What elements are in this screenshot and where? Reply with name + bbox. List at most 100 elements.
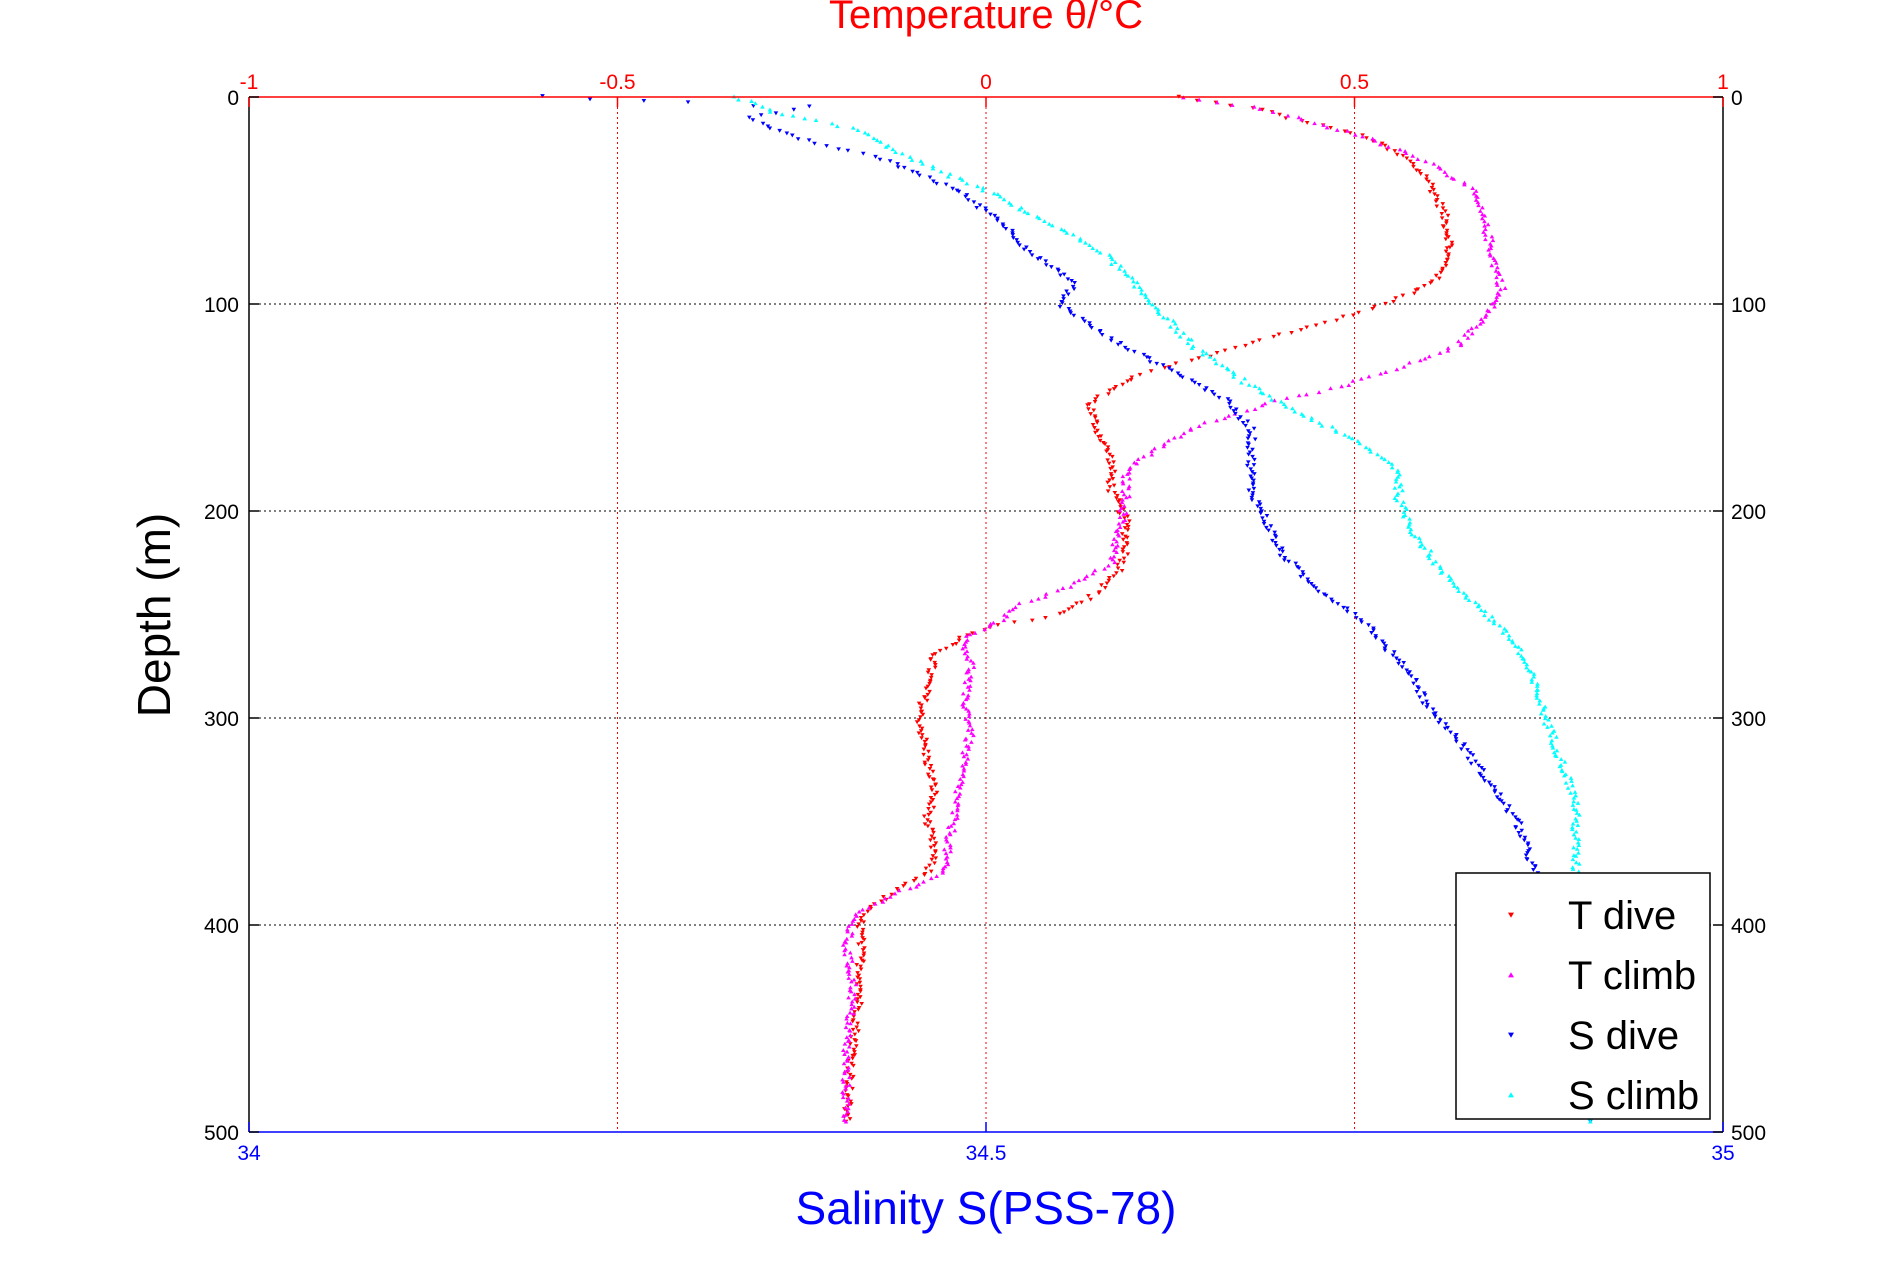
- data-point: [963, 194, 968, 199]
- data-point: [1378, 371, 1384, 376]
- data-point: [1510, 640, 1516, 645]
- data-point: [917, 173, 922, 178]
- data-point: [1107, 478, 1112, 483]
- data-point: [1257, 386, 1262, 391]
- data-point: [1261, 521, 1267, 526]
- data-point: [1116, 521, 1122, 526]
- data-point: [1386, 460, 1392, 465]
- data-point: [1536, 701, 1542, 706]
- data-point: [1396, 658, 1402, 663]
- data-point: [1444, 246, 1450, 251]
- data-point: [1571, 832, 1577, 837]
- data-point: [1444, 219, 1449, 224]
- data-point: [932, 665, 938, 670]
- data-point: [1202, 388, 1208, 393]
- data-point: [1260, 516, 1265, 521]
- data-point: [1004, 614, 1010, 619]
- data-point: [1104, 581, 1110, 586]
- data-point: [1204, 386, 1209, 391]
- data-point: [1093, 430, 1098, 435]
- data-point: [1114, 571, 1119, 576]
- data-point: [930, 653, 935, 658]
- data-point: [1408, 674, 1414, 679]
- data-point: [924, 737, 930, 742]
- data-point: [1110, 476, 1116, 481]
- data-point: [923, 744, 928, 749]
- data-point: [971, 733, 976, 738]
- data-point: [1513, 644, 1518, 648]
- data-point: [1513, 825, 1519, 830]
- data-point: [1251, 426, 1257, 431]
- bottom-tick-label: 35: [1711, 1142, 1734, 1165]
- data-point: [1122, 526, 1128, 531]
- data-point: [767, 107, 773, 112]
- data-point: [956, 189, 962, 194]
- legend-marker: [1508, 1092, 1514, 1098]
- data-point: [1440, 268, 1445, 273]
- data-point: [963, 697, 969, 702]
- data-point: [964, 656, 970, 661]
- data-point: [1406, 671, 1411, 676]
- data-point: [1001, 618, 1007, 623]
- data-point: [1345, 606, 1350, 611]
- data-point: [852, 996, 858, 1001]
- data-point: [1346, 434, 1352, 439]
- data-point: [1071, 313, 1077, 318]
- data-point: [842, 1041, 848, 1046]
- data-point: [1438, 570, 1444, 575]
- data-point: [1120, 479, 1125, 484]
- data-point: [1015, 240, 1021, 245]
- data-point: [1213, 361, 1219, 366]
- data-point: [1491, 621, 1497, 626]
- data-point: [1109, 257, 1115, 262]
- data-point: [1549, 723, 1554, 728]
- data-point: [1549, 738, 1555, 743]
- data-point: [921, 879, 926, 884]
- data-point: [1483, 237, 1488, 242]
- data-point: [1558, 757, 1564, 762]
- data-point: [964, 752, 969, 757]
- data-point: [1301, 413, 1306, 418]
- data-point: [1399, 665, 1405, 670]
- data-point: [1149, 452, 1155, 457]
- data-point: [1282, 558, 1287, 563]
- data-point: [1246, 382, 1252, 387]
- data-point: [1061, 297, 1066, 302]
- data-point: [1550, 745, 1556, 750]
- data-point: [862, 130, 868, 135]
- data-point: [1259, 403, 1265, 408]
- data-point: [1200, 352, 1205, 357]
- data-point: [1562, 759, 1568, 764]
- right-tick-label: 200: [1731, 501, 1766, 524]
- data-point: [1417, 535, 1422, 540]
- data-point: [1444, 221, 1449, 226]
- data-point: [880, 899, 886, 904]
- data-point: [1588, 1119, 1593, 1124]
- data-point: [848, 1099, 854, 1104]
- data-point: [851, 977, 857, 982]
- top-tick-label: -1: [240, 71, 259, 94]
- data-point: [1480, 205, 1485, 210]
- data-point: [1386, 144, 1391, 149]
- data-point: [1260, 107, 1265, 112]
- data-point: [997, 194, 1003, 199]
- data-point: [1113, 545, 1119, 550]
- data-point: [1111, 387, 1117, 392]
- data-point: [1066, 292, 1071, 297]
- data-point: [1352, 132, 1358, 137]
- data-point: [1489, 614, 1495, 619]
- data-point: [1370, 136, 1375, 141]
- data-point: [1298, 328, 1304, 332]
- data-point: [925, 692, 931, 697]
- data-point: [1392, 650, 1397, 655]
- data-point: [1029, 253, 1035, 258]
- data-point: [1315, 589, 1321, 594]
- data-point: [858, 989, 863, 994]
- data-point: [1112, 469, 1118, 474]
- data-point: [1196, 424, 1202, 428]
- data-point: [1424, 699, 1429, 704]
- left-tick-label: 100: [204, 294, 239, 317]
- data-point: [1115, 566, 1121, 571]
- data-point: [1446, 235, 1451, 240]
- data-point: [925, 772, 931, 777]
